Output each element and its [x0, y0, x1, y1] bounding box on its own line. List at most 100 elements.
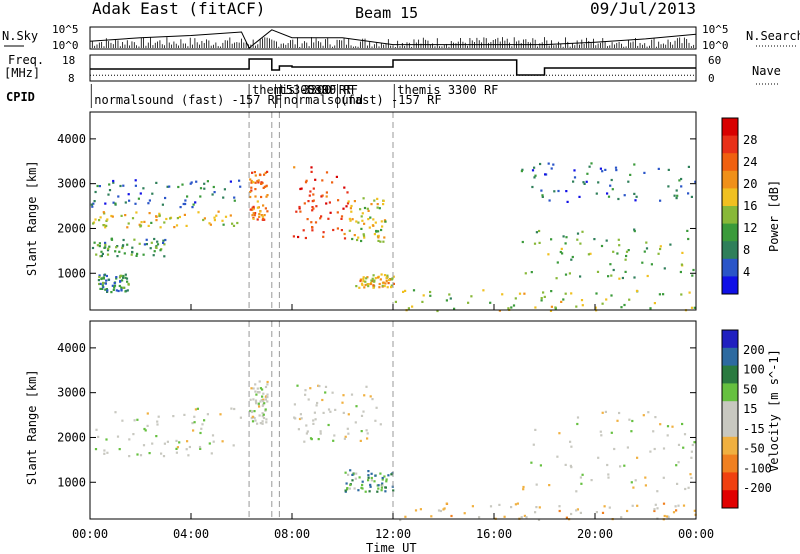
data-cell [122, 238, 125, 242]
data-cell [605, 298, 608, 301]
data-cell [256, 422, 259, 425]
data-cell [489, 301, 492, 304]
colorbar-tick-label: 20 [743, 177, 757, 191]
data-cell [104, 288, 107, 291]
data-cell [644, 484, 647, 487]
data-cell [134, 202, 137, 205]
data-cell [119, 280, 122, 283]
data-cell [675, 464, 678, 467]
data-cell [191, 422, 194, 425]
data-cell [348, 487, 351, 490]
data-cell [377, 239, 380, 242]
data-cell [518, 292, 522, 295]
data-cell [230, 407, 233, 410]
data-cell [367, 218, 370, 221]
data-cell [579, 275, 582, 278]
data-cell [262, 392, 265, 395]
data-cell [576, 416, 580, 419]
data-cell [437, 509, 441, 512]
data-cell [258, 215, 261, 218]
data-cell [265, 195, 268, 198]
data-cell [617, 197, 620, 201]
data-cell [666, 425, 670, 428]
data-cell [371, 277, 374, 280]
data-cell [104, 226, 107, 229]
data-cell [569, 464, 572, 467]
data-cell [365, 277, 368, 280]
data-cell [654, 503, 657, 506]
x-tick-label: 20:00 [577, 527, 613, 541]
data-cell [98, 219, 101, 222]
data-cell [377, 230, 380, 233]
data-cell [99, 216, 102, 219]
data-cell [349, 207, 352, 210]
data-cell [328, 201, 331, 204]
data-cell [312, 419, 315, 422]
data-cell [552, 163, 555, 166]
data-cell [629, 173, 632, 176]
data-cell [359, 208, 362, 211]
colorbar-swatch [722, 223, 738, 242]
data-cell [647, 411, 650, 414]
data-cell [594, 306, 597, 309]
data-cell [390, 278, 394, 281]
data-cell [137, 197, 140, 200]
data-cell [254, 390, 257, 393]
data-cell [690, 456, 693, 459]
data-cell [256, 206, 259, 209]
colorbar-tick-label: 8 [743, 243, 750, 257]
colorbar-tick-label: -100 [743, 461, 772, 475]
data-cell [575, 509, 578, 512]
data-cell [618, 411, 621, 415]
data-cell [617, 238, 620, 241]
data-cell [429, 290, 432, 294]
data-cell [607, 473, 610, 476]
data-cell [203, 187, 206, 190]
data-cell [363, 394, 366, 397]
data-cell [367, 285, 370, 288]
data-cell [680, 293, 683, 296]
data-cell [385, 276, 388, 279]
data-cell [305, 179, 308, 182]
data-cell [498, 503, 501, 506]
data-cell [360, 430, 363, 433]
data-cell [470, 295, 473, 298]
data-cell [414, 509, 418, 512]
data-cell [90, 203, 93, 206]
data-cell [595, 192, 598, 195]
data-cell [533, 166, 536, 169]
data-cell [344, 435, 347, 438]
data-cell [114, 411, 117, 414]
colorbar-swatch [722, 241, 738, 260]
data-cell [429, 294, 432, 297]
data-cell [385, 478, 388, 481]
noise-right-label: N.Search [746, 29, 800, 43]
data-cell [411, 305, 414, 308]
data-cell [175, 447, 178, 450]
data-cell [569, 440, 572, 443]
cpid-entry: themis 3300 RF [397, 83, 498, 97]
data-cell [266, 380, 269, 384]
data-cell [566, 200, 569, 203]
data-cell [565, 236, 568, 239]
data-cell [122, 276, 125, 279]
data-cell [539, 162, 542, 166]
data-cell [257, 181, 260, 184]
data-cell [687, 486, 690, 489]
data-cell [346, 202, 350, 205]
data-cell [105, 438, 108, 441]
data-cell [309, 387, 312, 390]
data-cell [262, 400, 265, 403]
data-cell [657, 252, 660, 255]
data-cell [384, 282, 387, 285]
data-cell [593, 238, 596, 241]
data-cell [172, 415, 175, 418]
data-cell [329, 410, 332, 413]
data-cell [239, 185, 242, 188]
data-cell [122, 274, 125, 278]
data-cell [550, 167, 553, 170]
data-cell [612, 268, 615, 272]
data-cell [342, 411, 345, 414]
data-cell [312, 207, 315, 210]
data-cell [530, 461, 533, 464]
